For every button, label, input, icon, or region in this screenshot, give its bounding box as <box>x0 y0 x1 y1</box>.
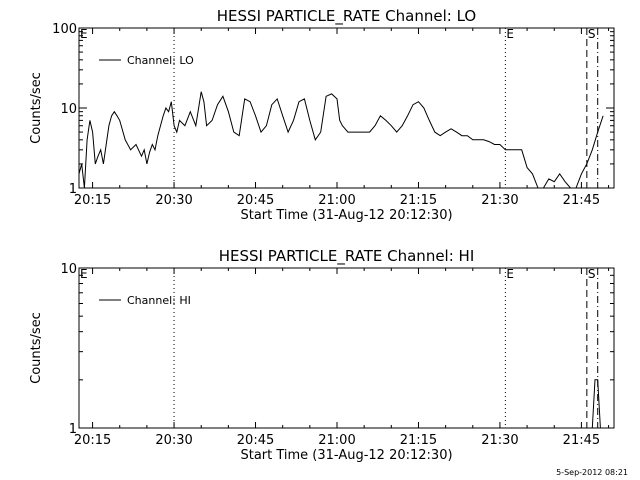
event-marker-label: S <box>588 27 596 41</box>
x-tick-label: 20:45 <box>237 193 274 208</box>
x-tick-label: 20:15 <box>74 193 111 208</box>
y-tick-label: 10 <box>60 102 77 117</box>
y-tick-label: 1 <box>69 182 77 197</box>
chart-title: HESSI PARTICLE_RATE Channel: LO <box>217 7 476 26</box>
x-tick-label: 21:30 <box>481 193 518 208</box>
chart-title: HESSI PARTICLE_RATE Channel: HI <box>219 247 475 266</box>
x-axis-label: Start Time (31-Aug-12 20:12:30) <box>240 208 452 223</box>
legend-entry: Channel: HI <box>127 294 191 307</box>
event-marker-label: E <box>506 27 514 41</box>
print-timestamp: 5-Sep-2012 08:21 <box>556 468 628 477</box>
y-tick-label: 10 <box>60 262 77 277</box>
event-marker-label: S <box>588 267 596 281</box>
lo-channel-panel: HESSI PARTICLE_RATE Channel: LO 20:15 20:3… <box>29 7 615 223</box>
x-tick-label: 21:15 <box>400 433 437 448</box>
y-tick-label: 100 <box>52 22 77 37</box>
y-tick-label: 1 <box>69 422 77 437</box>
x-tick-label: 21:00 <box>318 193 355 208</box>
x-tick-label: 21:45 <box>563 193 600 208</box>
x-tick-label: 21:45 <box>563 433 600 448</box>
data-series-line <box>78 91 604 189</box>
data-series-line <box>591 379 601 429</box>
x-tick-label: 21:15 <box>400 193 437 208</box>
plot-frame <box>78 27 615 189</box>
y-axis-label: Counts/sec <box>29 312 44 384</box>
event-marker-label: E <box>80 27 88 41</box>
hi-channel-panel: HESSI PARTICLE_RATE Channel: HI 20:15 20:3… <box>29 247 615 463</box>
x-tick-label: 20:45 <box>237 433 274 448</box>
y-axis-label: Counts/sec <box>29 72 44 144</box>
x-tick-label: 21:30 <box>481 433 518 448</box>
plot-frame <box>78 267 615 429</box>
x-tick-label: 20:15 <box>74 433 111 448</box>
x-tick-label: 21:00 <box>318 433 355 448</box>
event-marker-label: E <box>80 267 88 281</box>
x-axis-label: Start Time (31-Aug-12 20:12:30) <box>240 448 452 463</box>
legend-entry: Channel: LO <box>127 54 194 67</box>
event-marker-label: E <box>506 267 514 281</box>
x-tick-label: 20:30 <box>155 193 192 208</box>
x-tick-label: 20:30 <box>155 433 192 448</box>
